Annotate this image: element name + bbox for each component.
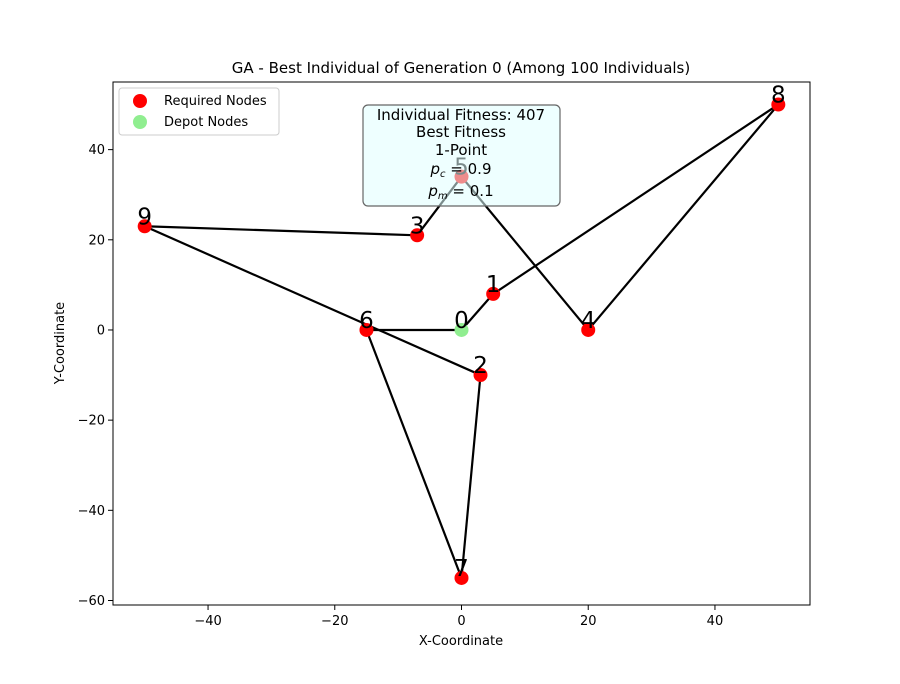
chart-title: GA - Best Individual of Generation 0 (Am… bbox=[232, 59, 690, 77]
route-layer bbox=[143, 103, 780, 580]
route-segment-3-9 bbox=[143, 225, 419, 237]
pc-subscript: c bbox=[440, 169, 446, 180]
annotation-box bbox=[362, 104, 561, 207]
route-segment-8-4 bbox=[587, 103, 780, 332]
annotation-best-fitness: Best Fitness bbox=[416, 123, 506, 141]
y-tick-label: 20 bbox=[88, 233, 105, 248]
node-point-6 bbox=[359, 322, 374, 337]
node-point-9 bbox=[137, 219, 152, 234]
x-axis-label: X-Coordinate bbox=[419, 634, 503, 649]
points-layer bbox=[137, 97, 786, 585]
y-tick-label: −60 bbox=[78, 594, 105, 609]
node-point-7 bbox=[454, 570, 469, 585]
pm-symbol: p bbox=[427, 182, 438, 200]
node-label-6: 6 bbox=[359, 308, 374, 334]
x-axis: −40 −20 0 20 40 bbox=[194, 605, 723, 629]
annotation-pc: pc = 0.9 bbox=[430, 160, 492, 180]
node-label-1: 1 bbox=[486, 272, 501, 298]
fitness-annotation: Individual Fitness: 407 Best Fitness 1-P… bbox=[362, 104, 561, 207]
legend-label-required: Required Nodes bbox=[164, 94, 267, 109]
legend: Required Nodes Depot Nodes bbox=[118, 87, 280, 136]
pc-value: = 0.9 bbox=[446, 160, 492, 178]
node-point-3 bbox=[410, 228, 425, 243]
x-tick-label: −20 bbox=[321, 614, 348, 629]
node-label-8: 8 bbox=[771, 83, 786, 109]
pc-symbol: p bbox=[430, 160, 441, 178]
x-tick-label: 40 bbox=[707, 614, 724, 629]
y-axis-label: Y-Coordinate bbox=[53, 302, 68, 385]
x-tick-label: −40 bbox=[194, 614, 221, 629]
node-point-0 bbox=[454, 322, 469, 337]
node-label-4: 4 bbox=[581, 308, 596, 334]
y-tick-label: −20 bbox=[78, 414, 105, 429]
y-axis: −60 −40 −20 0 20 40 bbox=[78, 143, 113, 609]
node-label-2: 2 bbox=[473, 353, 488, 379]
node-label-0: 0 bbox=[454, 308, 469, 334]
legend-label-depot: Depot Nodes bbox=[164, 115, 248, 130]
pm-value: = 0.1 bbox=[448, 182, 494, 200]
node-label-7: 7 bbox=[454, 556, 469, 582]
route-segment-2-7 bbox=[460, 373, 482, 580]
y-tick-label: 40 bbox=[88, 143, 105, 158]
y-tick-label: 0 bbox=[97, 323, 105, 338]
node-label-3: 3 bbox=[410, 213, 425, 239]
annotation-fitness: Individual Fitness: 407 bbox=[377, 106, 545, 124]
node-label-9: 9 bbox=[137, 204, 152, 230]
node-point-1 bbox=[486, 286, 501, 301]
node-point-2 bbox=[473, 368, 488, 383]
route-segment-7-6 bbox=[365, 328, 463, 580]
x-tick-label: 20 bbox=[580, 614, 597, 629]
node-point-8 bbox=[771, 97, 786, 112]
node-point-4 bbox=[581, 322, 596, 337]
legend-marker-required bbox=[133, 94, 147, 108]
pm-subscript: m bbox=[438, 191, 448, 202]
annotation-pm: pm = 0.1 bbox=[427, 182, 493, 202]
legend-marker-depot bbox=[133, 115, 147, 129]
y-tick-label: −40 bbox=[78, 504, 105, 519]
route-segment-9-2 bbox=[143, 225, 482, 377]
route-segment-1-8 bbox=[492, 103, 780, 296]
annotation-crossover: 1-Point bbox=[435, 141, 487, 159]
legend-box bbox=[118, 87, 280, 136]
x-tick-label: 0 bbox=[457, 614, 465, 629]
route-segment-0-1 bbox=[460, 292, 495, 332]
